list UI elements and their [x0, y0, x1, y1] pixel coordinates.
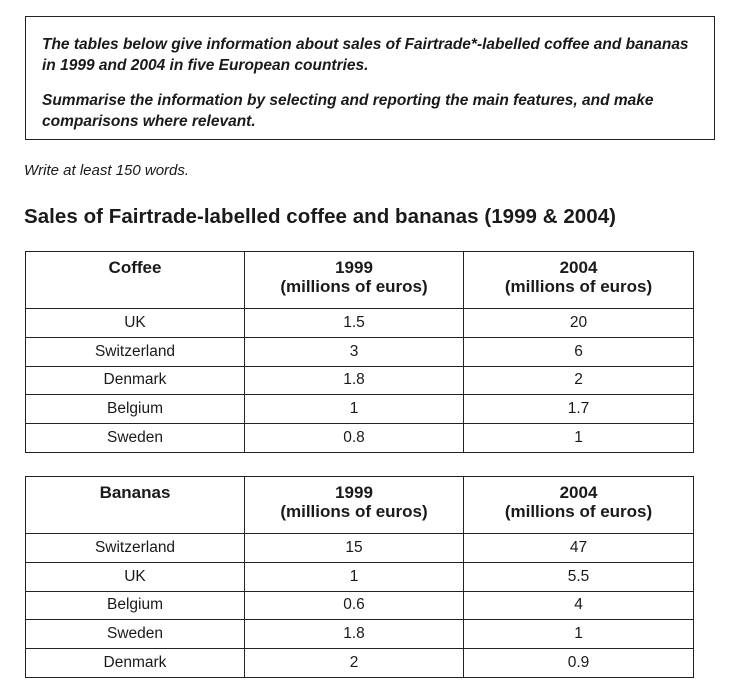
- value-2004-cell: 47: [463, 533, 694, 563]
- value-1999-cell: 2: [244, 648, 464, 678]
- table-row: Switzerland 15 47: [25, 533, 694, 563]
- value-1999-cell: 1.5: [244, 308, 464, 338]
- value-2004-cell: 1: [463, 619, 694, 650]
- value-2004-cell: 1.7: [463, 394, 694, 425]
- value-2004-cell: 5.5: [463, 561, 694, 592]
- value-1999-cell: 3: [244, 336, 464, 367]
- country-cell: Belgium: [25, 394, 245, 425]
- units-label: (millions of euros): [504, 277, 653, 296]
- table-row: Switzerland 3 6: [25, 336, 694, 367]
- coffee-sales-table: Coffee 1999 (millions of euros) 2004 (mi…: [25, 251, 694, 453]
- value-2004-cell: 0.9: [463, 648, 694, 678]
- table-header-row: Coffee 1999 (millions of euros) 2004 (mi…: [25, 251, 694, 309]
- year-2004-header: 2004 (millions of euros): [463, 251, 694, 309]
- year-label: 1999: [335, 258, 373, 277]
- product-header: Bananas: [25, 476, 245, 534]
- table-row: Denmark 1.8 2: [25, 365, 694, 396]
- country-cell: UK: [25, 561, 245, 592]
- country-cell: Belgium: [25, 590, 245, 621]
- table-row: Sweden 1.8 1: [25, 619, 694, 650]
- units-label: (millions of euros): [280, 277, 428, 296]
- value-2004-cell: 20: [463, 308, 694, 338]
- value-2004-cell: 1: [463, 423, 694, 453]
- bananas-sales-table: Bananas 1999 (millions of euros) 2004 (m…: [25, 476, 694, 678]
- country-cell: Sweden: [25, 619, 245, 650]
- year-1999-header: 1999 (millions of euros): [244, 251, 464, 309]
- year-label: 1999: [335, 483, 373, 502]
- country-cell: Switzerland: [25, 336, 245, 367]
- value-1999-cell: 0.6: [244, 590, 464, 621]
- product-header: Coffee: [25, 251, 245, 309]
- country-cell: Denmark: [25, 365, 245, 396]
- value-1999-cell: 15: [244, 533, 464, 563]
- year-label: 2004: [559, 483, 598, 502]
- year-1999-header: 1999 (millions of euros): [244, 476, 464, 534]
- value-1999-cell: 0.8: [244, 423, 464, 453]
- table-row: Denmark 2 0.9: [25, 648, 694, 678]
- units-label: (millions of euros): [280, 502, 428, 521]
- country-cell: Denmark: [25, 648, 245, 678]
- task-paragraph-2: Summarise the information by selecting a…: [42, 92, 654, 130]
- word-count-note: Write at least 150 words.: [24, 162, 190, 179]
- tables-heading: Sales of Fairtrade-labelled coffee and b…: [24, 205, 617, 228]
- value-1999-cell: 1.8: [244, 365, 464, 396]
- value-2004-cell: 4: [463, 590, 694, 621]
- value-1999-cell: 1: [244, 561, 464, 592]
- table-row: Belgium 0.6 4: [25, 590, 694, 621]
- table-row: Sweden 0.8 1: [25, 423, 694, 453]
- value-1999-cell: 1.8: [244, 619, 464, 650]
- task-paragraph-1: The tables below give information about …: [42, 36, 689, 74]
- units-label: (millions of euros): [504, 502, 653, 521]
- table-row: Belgium 1 1.7: [25, 394, 694, 425]
- value-2004-cell: 6: [463, 336, 694, 367]
- value-2004-cell: 2: [463, 365, 694, 396]
- year-label: 2004: [559, 258, 598, 277]
- country-cell: Switzerland: [25, 533, 245, 563]
- country-cell: UK: [25, 308, 245, 338]
- year-2004-header: 2004 (millions of euros): [463, 476, 694, 534]
- table-row: UK 1.5 20: [25, 308, 694, 338]
- value-1999-cell: 1: [244, 394, 464, 425]
- table-row: UK 1 5.5: [25, 561, 694, 592]
- task-instructions-box: The tables below give information about …: [25, 16, 715, 140]
- table-header-row: Bananas 1999 (millions of euros) 2004 (m…: [25, 476, 694, 534]
- country-cell: Sweden: [25, 423, 245, 453]
